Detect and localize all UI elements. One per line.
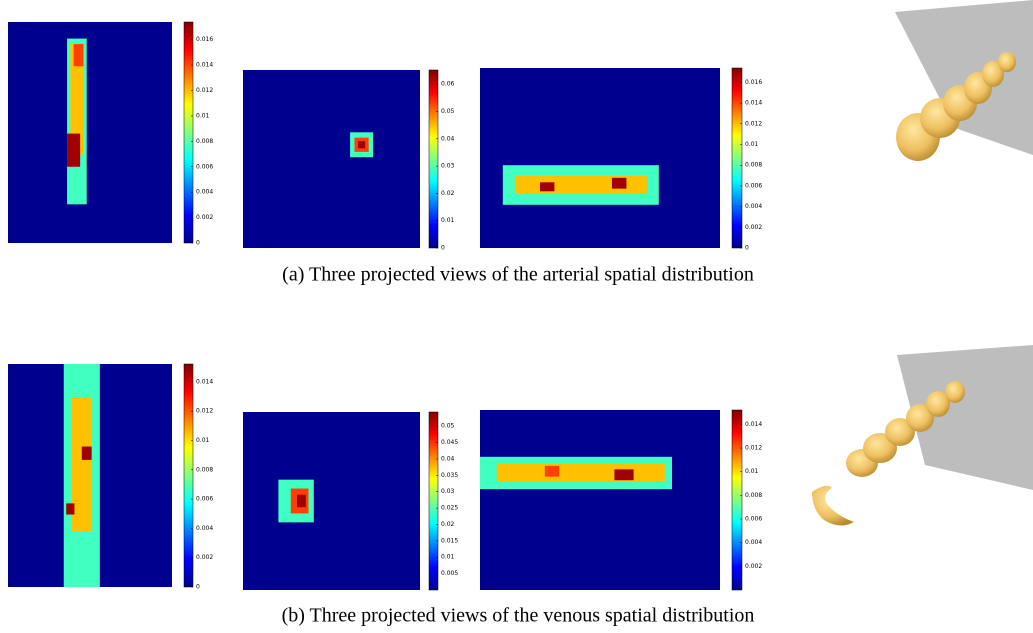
colorbar-tick-label: 0.008	[745, 162, 762, 169]
render-venous	[812, 345, 1033, 526]
heatmap	[480, 68, 720, 248]
heatmap-cell	[614, 469, 634, 481]
colorbar-tick-label: 0.002	[196, 214, 213, 221]
heatmap-cell	[358, 141, 366, 149]
heatmap-cell	[296, 494, 306, 508]
panel: 0.05 0.045 0.04 0.035 0.03 0.025 0.02 0.015 0.01…	[243, 411, 458, 591]
colorbar-tick-label: 0.025	[441, 505, 458, 512]
heatmap-cell	[540, 182, 555, 192]
colorbar-tick-label: 0	[196, 584, 200, 591]
heatmap-cell	[81, 446, 92, 460]
colorbar-tick-label: 0	[441, 245, 445, 252]
colorbar-tick-label: 0.012	[196, 408, 213, 415]
colorbar-tick-label: 0.006	[196, 163, 213, 170]
panel: 0.016 0.014 0.012 0.01 0.008 0.006 0.004 0.002 0	[8, 21, 213, 247]
colorbar-tick-label: 0.004	[196, 525, 213, 532]
heatmap-cell	[544, 465, 560, 477]
colorbar-tick-label: 0	[745, 245, 749, 252]
colorbar-tick-label: 0.004	[745, 203, 762, 210]
colorbar-tick-label: 0.014	[745, 100, 762, 107]
heatmap-cell	[71, 397, 92, 532]
heatmap-cell	[514, 176, 647, 194]
colorbar-tick-label: 0.014	[196, 62, 213, 69]
colorbar-tick-label: 0.004	[196, 189, 213, 196]
colorbar-tick-label: 0.002	[745, 224, 762, 231]
colorbar	[183, 363, 194, 588]
colorbar-tick-label: 0.005	[441, 570, 458, 577]
colorbar-tick-label: 0.012	[745, 120, 762, 127]
colorbar-tick-label: 0.01	[441, 554, 455, 561]
colorbar-tick-label: 0.016	[196, 36, 213, 43]
panel: 0.014 0.012 0.01 0.008 0.006 0.004 0.002 0	[8, 363, 213, 591]
colorbar-tick-label: 0	[196, 240, 200, 247]
colorbar-tick-label: 0.002	[745, 563, 762, 570]
colorbar-tick-label: 0.04	[441, 135, 455, 142]
colorbar-tick-label: 0.014	[745, 421, 762, 428]
colorbar-tick-label: 0.05	[441, 423, 455, 430]
colorbar	[428, 411, 439, 591]
colorbar-tick-label: 0.03	[441, 163, 455, 170]
caption: (a) Three projected views of the arteria…	[282, 264, 754, 286]
colorbar-tick-label: 0.04	[441, 455, 455, 462]
colorbar	[428, 69, 439, 249]
colorbar-tick-label: 0.015	[441, 537, 458, 544]
colorbar-tick-label: 0.01	[441, 217, 455, 224]
panel: 0.014 0.012 0.01 0.008 0.006 0.004 0.002	[480, 409, 762, 591]
colorbar-tick-label: 0.006	[745, 516, 762, 523]
heatmap	[480, 410, 720, 590]
heatmap-cell	[612, 177, 627, 189]
heatmap-cell	[70, 44, 84, 155]
colorbar-tick-label: 0.01	[745, 468, 759, 475]
colorbar-tick-label: 0.05	[441, 108, 455, 115]
panel: 0.016 0.014 0.012 0.01 0.008 0.006 0.004 0.002 0	[480, 67, 762, 252]
caption: (b) Three projected views of the venous …	[282, 605, 755, 627]
colorbar-tick-label: 0.006	[196, 496, 213, 503]
panel: 0.06 0.05 0.04 0.03 0.02 0.01 0	[243, 69, 455, 252]
colorbar	[731, 409, 743, 591]
heatmap-cell	[67, 133, 81, 167]
heatmap	[243, 412, 420, 590]
colorbar-tick-label: 0.012	[745, 445, 762, 452]
heatmap-cell	[496, 464, 665, 482]
colorbar-tick-label: 0.02	[441, 190, 455, 197]
colorbar-tick-label: 0.06	[441, 81, 455, 88]
colorbar-tick-label: 0.02	[441, 521, 455, 528]
heatmap-cell	[73, 44, 84, 67]
colorbar-tick-label: 0.008	[196, 466, 213, 473]
colorbar-tick-label: 0.014	[196, 378, 213, 385]
colorbar-tick-label: 0.008	[745, 492, 762, 499]
colorbar-tick-label: 0.016	[745, 79, 762, 86]
colorbar-tick-label: 0.004	[745, 539, 762, 546]
colorbar-tick-label: 0.01	[196, 437, 210, 444]
colorbar-tick-label: 0.008	[196, 138, 213, 145]
colorbar	[183, 21, 194, 244]
colorbar-tick-label: 0.045	[441, 439, 458, 446]
colorbar	[731, 67, 743, 249]
colorbar-tick-label: 0.002	[196, 554, 213, 561]
colorbar-tick-label: 0.01	[745, 141, 759, 148]
colorbar-tick-label: 0.01	[196, 112, 210, 119]
colorbar-tick-label: 0.03	[441, 488, 455, 495]
colorbar-tick-label: 0.012	[196, 87, 213, 94]
colorbar-tick-label: 0.006	[745, 182, 762, 189]
heatmap	[243, 70, 420, 248]
heatmap	[8, 22, 172, 243]
render-arterial	[895, 0, 1033, 161]
heatmap-cell	[66, 503, 75, 515]
colorbar-tick-label: 0.035	[441, 472, 458, 479]
